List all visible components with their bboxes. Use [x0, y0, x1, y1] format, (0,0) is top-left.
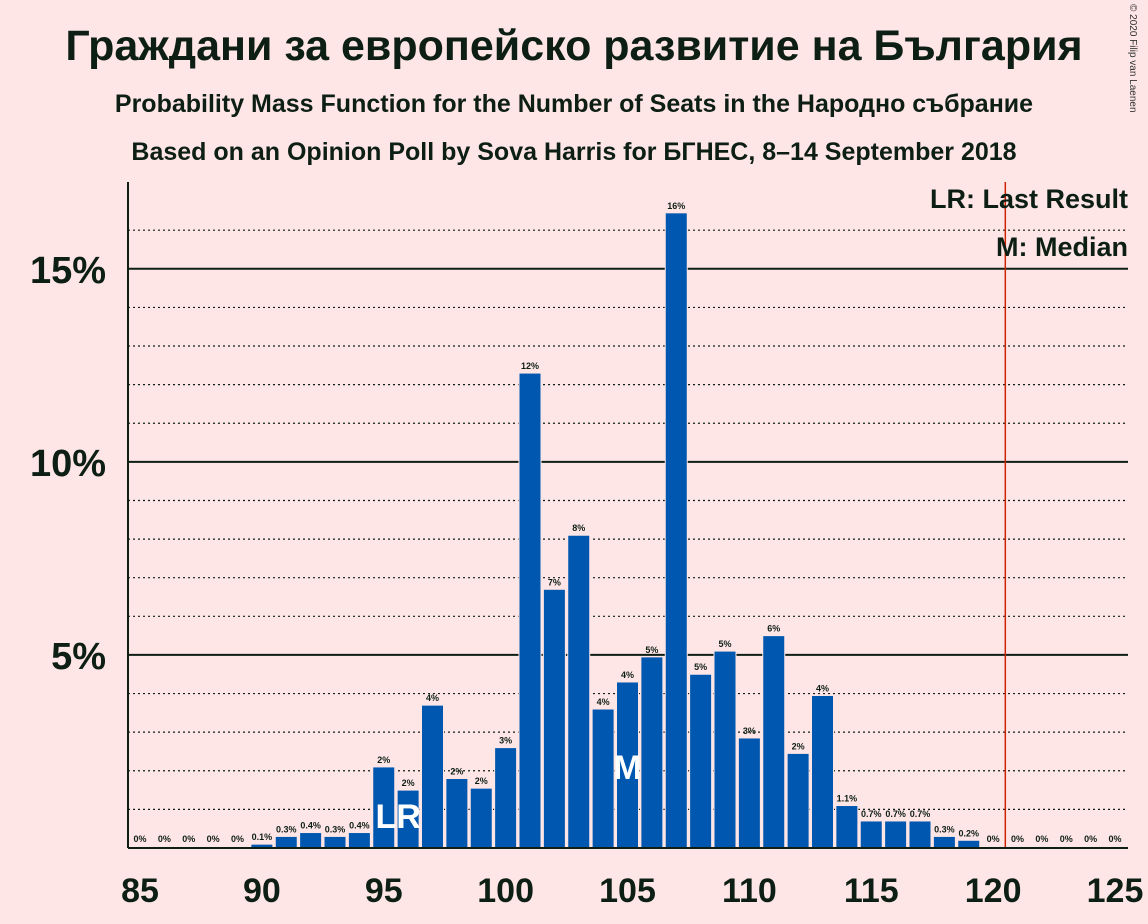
bar-value-label: 3% — [743, 726, 756, 736]
bar — [835, 805, 859, 849]
bar — [664, 212, 688, 849]
x-tick-label: 95 — [365, 872, 403, 910]
bar — [737, 737, 761, 849]
x-tick-label: 90 — [243, 872, 281, 910]
legend-median: M: Median — [996, 232, 1128, 262]
bar-value-label: 0% — [1035, 834, 1048, 844]
bar — [811, 694, 834, 849]
chart-title: Граждани за европейско развитие на Бълга… — [65, 22, 1083, 70]
bar-value-label: 4% — [426, 693, 439, 703]
bar-value-label: 0.3% — [276, 824, 297, 834]
bar — [689, 673, 713, 849]
x-tick-label: 110 — [722, 872, 777, 910]
bar — [713, 650, 737, 849]
bar-value-label: 2% — [450, 766, 463, 776]
bar-value-label: 16% — [667, 201, 685, 211]
bar-value-label: 0% — [1011, 834, 1024, 844]
bar-value-label: 0% — [1084, 834, 1097, 844]
bar-value-label: 6% — [767, 624, 780, 634]
bar-value-label: 0.3% — [325, 824, 346, 834]
bar-value-label: 0% — [182, 834, 195, 844]
bar-value-label: 0.1% — [252, 832, 273, 842]
bar-value-label: 0% — [987, 834, 1000, 844]
bar-value-label: 7% — [548, 577, 561, 587]
bar — [518, 372, 542, 849]
bar-value-label: 0% — [207, 834, 220, 844]
bar-value-label: 4% — [621, 670, 634, 680]
bar — [859, 820, 883, 849]
bar-value-label: 1.1% — [837, 794, 858, 804]
bar — [884, 820, 908, 849]
bar-value-label: 0.7% — [885, 809, 906, 819]
chart-subtitle-poll: Based on an Opinion Poll by Sova Harris … — [131, 138, 1017, 166]
y-tick-label: 10% — [30, 443, 106, 485]
x-tick-label: 85 — [121, 872, 159, 910]
bar-value-label: 3% — [499, 736, 512, 746]
bar — [567, 534, 591, 849]
bar — [421, 704, 444, 849]
bar — [494, 747, 518, 849]
bar — [347, 832, 371, 849]
bar — [957, 839, 981, 849]
bar — [591, 708, 615, 849]
bar-value-label: 5% — [645, 645, 658, 655]
bar-value-label: 2% — [792, 741, 805, 751]
bar-value-label: 0% — [1060, 834, 1073, 844]
bar — [445, 777, 469, 849]
chart-subtitle: Probability Mass Function for the Number… — [114, 90, 1034, 118]
bar-value-label: 5% — [694, 662, 707, 672]
bar — [299, 832, 323, 849]
bar — [274, 835, 298, 849]
bar-value-label: 4% — [816, 683, 829, 693]
y-tick-label: 5% — [51, 636, 106, 678]
bar-value-label: 0% — [133, 834, 146, 844]
bar-value-label: 0.4% — [349, 821, 370, 831]
bar-value-label: 2% — [475, 776, 488, 786]
bar — [786, 752, 810, 849]
median-marker: M — [613, 749, 641, 787]
x-tick-label: 125 — [1087, 872, 1144, 910]
bar-value-label: 0.2% — [958, 828, 979, 838]
x-tick-label: 105 — [599, 872, 656, 910]
bar-value-label: 2% — [402, 778, 415, 788]
bar-value-label: 0.4% — [300, 821, 321, 831]
x-tick-label: 120 — [965, 872, 1022, 910]
bar — [542, 588, 566, 849]
legend-last-result: LR: Last Result — [929, 184, 1128, 214]
bar — [640, 656, 664, 849]
bar — [469, 787, 493, 849]
bar — [762, 635, 786, 849]
bar-value-label: 0.7% — [910, 809, 931, 819]
bar-value-label: 0% — [231, 834, 244, 844]
bar-value-label: 5% — [718, 639, 731, 649]
bar — [908, 820, 932, 849]
x-tick-label: 115 — [844, 872, 899, 910]
x-tick-label: 100 — [477, 872, 534, 910]
bar-value-label: 0% — [1108, 834, 1121, 844]
bar — [323, 835, 347, 849]
bar — [932, 835, 956, 849]
y-tick-label: 15% — [30, 250, 106, 292]
bar-value-label: 0% — [158, 834, 171, 844]
bar-value-label: 0.7% — [861, 809, 882, 819]
bar-value-label: 0.3% — [934, 824, 955, 834]
last-result-marker: LR — [375, 798, 420, 836]
bar-value-label: 4% — [597, 697, 610, 707]
bar-value-label: 2% — [377, 755, 390, 765]
bar-value-label: 12% — [521, 361, 539, 371]
bar-value-label: 8% — [572, 523, 585, 533]
